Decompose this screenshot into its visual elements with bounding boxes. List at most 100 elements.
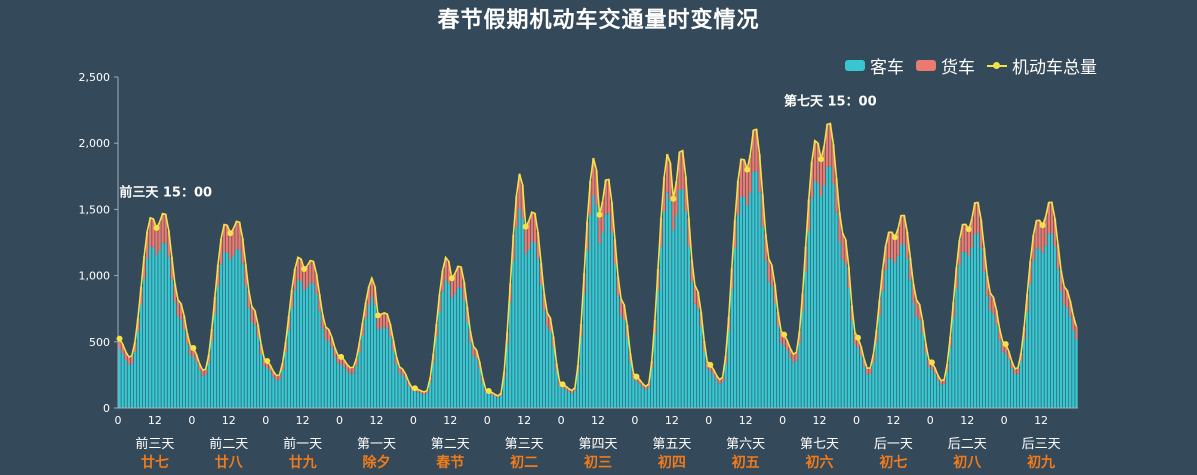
bar-freight [370, 278, 374, 298]
bar-passenger [290, 307, 294, 408]
bar-passenger [302, 289, 306, 408]
day-label: 第四天 [578, 437, 617, 452]
lunar-label: 初三 [584, 454, 612, 471]
bar-passenger [521, 218, 524, 408]
bar-freight [521, 184, 524, 219]
total-marker [448, 275, 455, 282]
day-label: 前一天 [283, 436, 322, 452]
bar-passenger [961, 252, 964, 408]
bar-freight [592, 158, 595, 196]
bar-freight [869, 367, 872, 374]
legend-item-total[interactable]: 机动车总量 [987, 53, 1097, 78]
bar-freight [675, 180, 678, 216]
bar-passenger [438, 311, 441, 408]
bar-passenger [570, 393, 574, 408]
bar-passenger [259, 353, 263, 408]
bar-passenger [641, 387, 644, 408]
bar-freight [527, 221, 531, 250]
bar-freight [998, 328, 1001, 341]
bar-passenger [915, 316, 918, 408]
bar-freight [158, 222, 161, 251]
x-tick-label: 12 [1034, 414, 1048, 427]
bar-freight [829, 123, 832, 167]
bar-freight [755, 129, 758, 172]
bar-freight [899, 215, 903, 245]
bar-freight [389, 324, 392, 337]
bar-freight [259, 344, 263, 354]
bar-freight [192, 348, 195, 358]
bar-passenger [339, 364, 343, 408]
bar-passenger [681, 189, 684, 408]
bar-freight [164, 214, 167, 244]
bar-passenger [475, 358, 478, 408]
bar-freight [358, 342, 361, 353]
bar-freight [970, 219, 974, 248]
bar-passenger [995, 324, 998, 408]
bar-passenger [481, 382, 484, 408]
bar-passenger [955, 288, 958, 408]
bar-passenger [355, 365, 358, 408]
bar-passenger [505, 343, 509, 408]
bar-passenger [607, 213, 611, 408]
legend[interactable]: 客车 货车 机动车总量 [845, 53, 1097, 78]
bar-passenger [561, 387, 564, 408]
bar-freight [995, 310, 998, 325]
bar-freight [422, 391, 426, 395]
legend-item-passenger[interactable]: 客车 [845, 53, 904, 78]
bar-passenger [958, 265, 961, 408]
bar-passenger [299, 281, 303, 408]
bar-passenger [247, 308, 251, 408]
legend-item-freight[interactable]: 货车 [916, 53, 975, 78]
total-marker [411, 385, 418, 392]
bar-freight [385, 314, 389, 329]
total-marker [781, 331, 788, 338]
bar-passenger [413, 391, 417, 408]
bar-freight [844, 239, 847, 265]
bar-freight [850, 305, 854, 321]
bar-passenger [665, 192, 669, 408]
bar-passenger [1056, 269, 1060, 408]
bar-passenger [573, 390, 577, 408]
bar-passenger [269, 371, 272, 408]
lunar-label: 廿九 [289, 454, 317, 471]
bar-passenger [899, 244, 903, 408]
bar-freight [835, 178, 838, 213]
bar-freight [709, 364, 712, 372]
bar-passenger [256, 337, 260, 408]
bar-freight [1072, 316, 1075, 331]
bar-passenger [392, 350, 395, 408]
bar-passenger [1001, 351, 1004, 408]
bar-passenger [715, 380, 718, 408]
bar-freight [638, 379, 641, 384]
x-tick-label: 0 [115, 414, 122, 427]
bar-freight [752, 130, 755, 172]
bar-freight [272, 371, 275, 377]
bar-passenger [832, 183, 835, 408]
bar-freight [567, 388, 571, 392]
bar-passenger [238, 250, 241, 408]
bar-freight [773, 284, 777, 303]
bar-passenger [705, 368, 709, 408]
bar-passenger [496, 397, 500, 408]
bar-passenger [595, 205, 598, 408]
bar-passenger [130, 363, 134, 408]
bar-passenger [382, 327, 386, 408]
bar-passenger [745, 205, 749, 408]
bar-freight [936, 375, 940, 381]
total-marker [227, 230, 234, 237]
bar-passenger [702, 351, 706, 408]
bar-freight [524, 226, 527, 254]
bar-freight [198, 363, 201, 371]
bar-passenger [985, 295, 989, 408]
bar-passenger [152, 247, 155, 408]
bar-passenger [761, 226, 764, 408]
bar-passenger [422, 394, 426, 408]
lunar-label: 除夕 [362, 454, 390, 471]
bar-passenger [755, 171, 758, 408]
bar-passenger [293, 289, 297, 408]
bar-freight [499, 393, 503, 396]
bar-freight [275, 375, 278, 381]
bar-passenger [170, 279, 174, 408]
bar-passenger [592, 195, 595, 408]
bar-passenger [509, 302, 512, 408]
